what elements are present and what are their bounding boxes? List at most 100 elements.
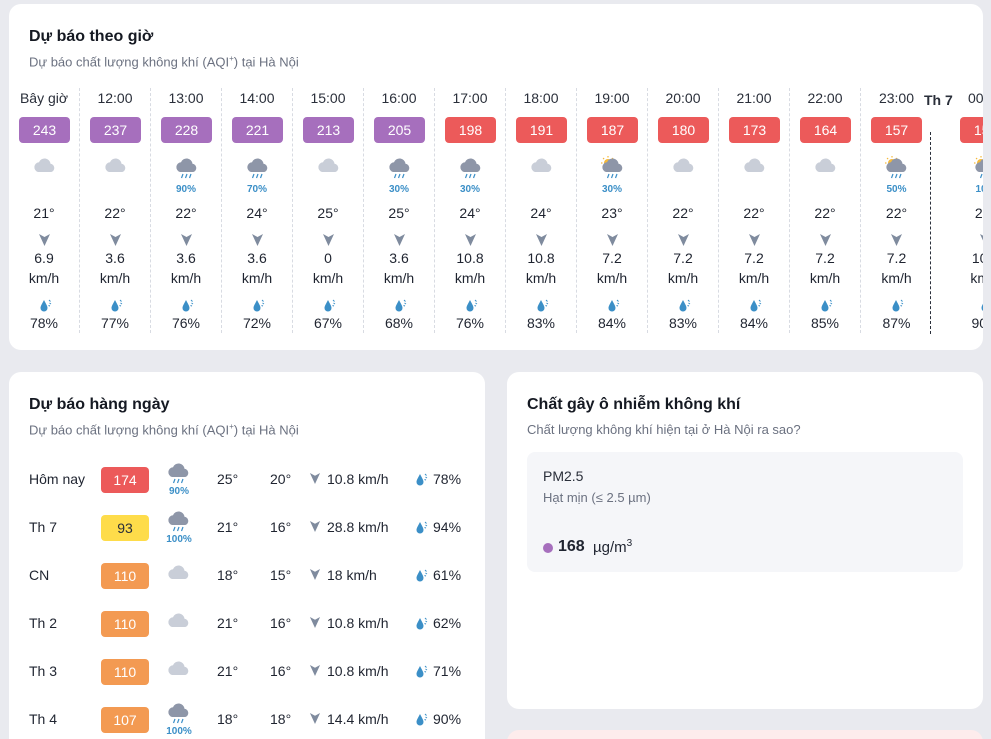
hour-time: 15:00	[310, 90, 346, 106]
hour-temperature: 23°	[601, 205, 623, 221]
hour-column[interactable]: 19:00 187 30% 23° 7.2 km/h 84%	[577, 88, 648, 333]
wind-unit: km/h	[28, 270, 60, 286]
min-temperature: 16°	[270, 663, 292, 679]
humidity-icon	[676, 297, 692, 313]
wind-speed: 7.2	[886, 250, 907, 266]
hour-column[interactable]: 17:00 198 30% 24° 10.8 km/h 76%	[435, 88, 506, 333]
wind-speed: 7.2	[673, 250, 693, 266]
hour-time: 23:00	[878, 90, 915, 106]
daily-row[interactable]: Th 3 110 21° 16° 10.8 km/h 71%	[9, 651, 485, 691]
rain-cloud-icon	[244, 156, 272, 180]
wind-direction-icon	[322, 233, 335, 247]
aqi-badge: 187	[587, 117, 638, 143]
wind-speed: 3.6	[389, 250, 409, 266]
humidity-icon	[321, 297, 337, 313]
wind-speed: 0	[324, 250, 332, 266]
hour-column[interactable]: 23:00 157 50% 22° 7.2 km/h 87%	[861, 88, 932, 333]
hour-temperature: 25°	[317, 205, 339, 221]
wind-speed: 7.2	[815, 250, 835, 266]
next-card-peek	[507, 730, 983, 739]
hour-column[interactable]: 22:00 164 22° 7.2 km/h 85%	[790, 88, 861, 333]
wind-direction-icon	[309, 568, 321, 581]
humidity-value: 84%	[739, 315, 769, 331]
humidity-icon	[413, 711, 429, 727]
humidity-icon	[413, 615, 429, 631]
wind-direction-icon	[819, 233, 832, 247]
humidity-value: 94%	[433, 519, 462, 535]
wind-speed: 10.8 km/h	[327, 663, 389, 679]
wind-unit: km/h	[667, 270, 699, 286]
wind-unit: km/h	[170, 270, 202, 286]
daily-row[interactable]: Hôm nay 174 90% 25° 20° 10.8 km/h 78%	[9, 459, 485, 499]
hour-column[interactable]: 16:00 205 30% 25° 3.6 km/h 68%	[364, 88, 435, 333]
rain-cloud-icon	[457, 156, 485, 180]
wind-direction-icon	[890, 233, 903, 247]
wind-unit: km/h	[241, 270, 273, 286]
humidity-value: 71%	[433, 663, 462, 679]
hour-column[interactable]: Bây giờ 243 21° 6.9 km/h 78%	[9, 88, 80, 333]
daily-row[interactable]: Th 2 110 21° 16° 10.8 km/h 62%	[9, 603, 485, 643]
hour-column[interactable]: 21:00 173 22° 7.2 km/h 84%	[719, 88, 790, 333]
hour-column[interactable]: 13:00 228 90% 22° 3.6 km/h 76%	[151, 88, 222, 333]
hour-time: 18:00	[523, 90, 559, 106]
hour-temperature: 24°	[459, 205, 481, 221]
hour-time: 13:00	[168, 90, 204, 106]
hour-column[interactable]: 12:00 237 22° 3.6 km/h 77%	[80, 88, 151, 333]
aqi-badge: 180	[658, 117, 709, 143]
aqi-badge: 110	[101, 563, 149, 589]
humidity-icon	[978, 297, 983, 313]
humidity-icon	[534, 297, 550, 313]
hour-column[interactable]: 00:00 150 10% 21° 10.8 km/h 90%	[950, 88, 983, 333]
hour-column[interactable]: 18:00 191 24° 10.8 km/h 83%	[506, 88, 577, 333]
aqi-badge: 213	[303, 117, 354, 143]
hour-column[interactable]: 14:00 221 70% 24° 3.6 km/h 72%	[222, 88, 293, 333]
hourly-scroll-strip[interactable]: Bây giờ 243 21° 6.9 km/h 78% 12:00 237 22° 3.6 km/…	[9, 88, 983, 344]
cloud-icon	[165, 563, 193, 587]
hour-column[interactable]: 15:00 213 25° 0 km/h 67%	[293, 88, 364, 333]
hour-temperature: 24°	[246, 205, 268, 221]
humidity-icon	[179, 297, 195, 313]
hour-column[interactable]: 20:00 180 22° 7.2 km/h 83%	[648, 88, 719, 333]
pollutant-unit: µg/m3	[593, 538, 633, 556]
partly-rain-icon	[599, 156, 627, 180]
humidity-value: 78%	[433, 471, 462, 487]
min-temperature: 18°	[270, 711, 292, 727]
wind-direction-icon	[535, 233, 548, 247]
precip-chance: 30%	[601, 184, 622, 195]
daily-row[interactable]: CN 110 18° 15° 18 km/h 61%	[9, 555, 485, 595]
pollutant-name: PM2.5	[543, 468, 584, 484]
wind-speed: 28.8 km/h	[327, 519, 389, 535]
day-name: Th 3	[29, 663, 58, 679]
cloud-icon	[102, 156, 130, 180]
humidity-value: 85%	[810, 315, 840, 331]
pollutant-pm25-tile[interactable]: PM2.5 Hạt mịn (≤ 2.5 µm) 168 µg/m3	[527, 452, 963, 572]
max-temperature: 18°	[217, 711, 239, 727]
wind-unit: km/h	[525, 270, 557, 286]
humidity-icon	[108, 297, 124, 313]
humidity-value: 83%	[526, 315, 556, 331]
wind-speed: 10.8	[971, 250, 983, 266]
wind-direction-icon	[979, 233, 983, 247]
humidity-icon	[37, 297, 53, 313]
hour-time: 16:00	[381, 90, 417, 106]
aqi-badge: 243	[19, 117, 70, 143]
daily-row[interactable]: Th 7 93 100% 21° 16° 28.8 km/h 94%	[9, 507, 485, 547]
aqi-badge: 164	[800, 117, 851, 143]
aqi-badge: 221	[232, 117, 283, 143]
humidity-icon	[413, 567, 429, 583]
hour-time: 21:00	[736, 90, 772, 106]
humidity-value: 72%	[242, 315, 272, 331]
wind-direction-icon	[309, 520, 321, 533]
partly-rain-icon	[883, 156, 911, 180]
rain-cloud-icon	[386, 156, 414, 180]
aqi-badge: 107	[101, 707, 149, 733]
humidity-icon	[747, 297, 763, 313]
wind-speed: 3.6	[176, 250, 196, 266]
cloud-icon	[165, 659, 193, 683]
daily-row[interactable]: Th 4 107 100% 18° 18° 14.4 km/h 90%	[9, 699, 485, 739]
wind-speed: 14.4 km/h	[327, 711, 389, 727]
wind-direction-icon	[309, 664, 321, 677]
pollutant-value: 168	[558, 538, 585, 555]
wind-speed: 10.8 km/h	[327, 615, 389, 631]
humidity-icon	[413, 471, 429, 487]
